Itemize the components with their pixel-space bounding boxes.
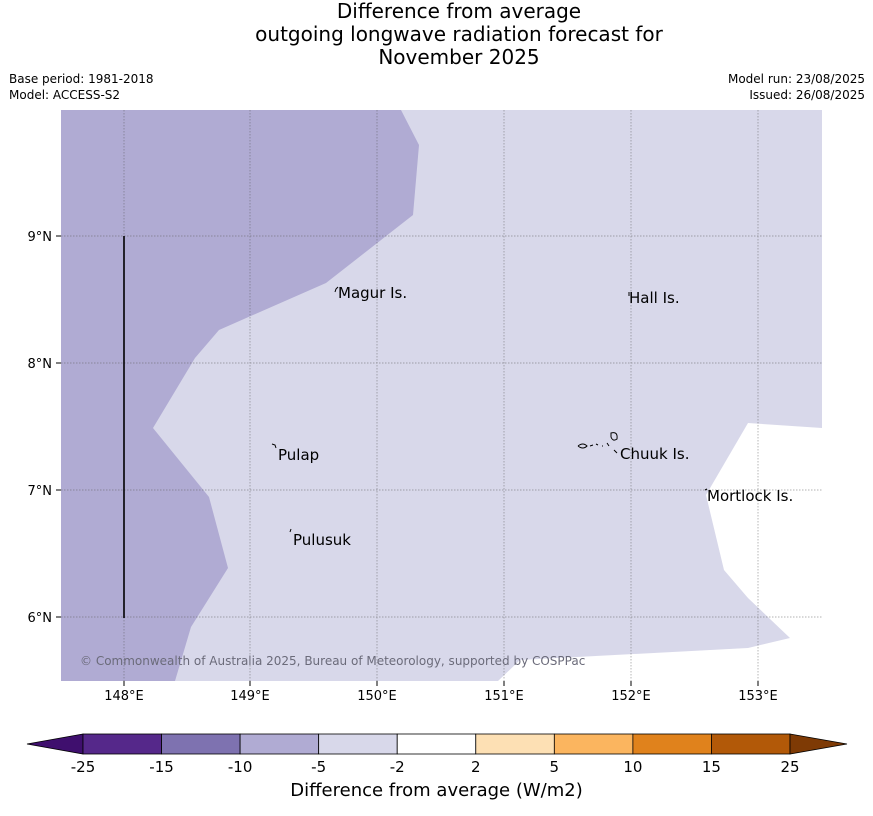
lon-tick-label: 151°E — [484, 689, 524, 704]
colorbar: -25 -15 -10 -5 -2 2 5 10 15 25 — [26, 733, 848, 776]
place-label-mortlock: Mortlock Is. — [707, 487, 793, 505]
lon-tick-label: 149°E — [230, 689, 270, 704]
colorbar-tick-label: 15 — [702, 758, 721, 776]
lat-tick-label: 9°N — [28, 230, 53, 245]
colorbar-extend-low — [26, 733, 84, 755]
region-minus2-to-2 — [498, 423, 822, 681]
issued-text: Issued: 26/08/2025 — [749, 88, 865, 102]
colorbar-label: Difference from average (W/m2) — [290, 780, 583, 801]
colorbar-extend-high — [789, 733, 848, 755]
mortlock-island-shape — [704, 488, 708, 491]
colorbar-tick-label: 10 — [623, 758, 642, 776]
lon-tick-label: 148°E — [104, 689, 144, 704]
model-run-text: Model run: 23/08/2025 — [727, 72, 865, 86]
colorbar-tick-label: -15 — [149, 758, 174, 776]
place-label-magur: Magur Is. — [338, 284, 407, 302]
colorbar-tick-label: 5 — [550, 758, 560, 776]
colorbar-tick-label: 25 — [780, 758, 799, 776]
colorbar-swatch — [318, 733, 398, 755]
colorbar-swatch — [553, 733, 634, 755]
lon-tick-label: 150°E — [357, 689, 397, 704]
lat-tick-label: 6°N — [28, 611, 53, 626]
model-text: Model: ACCESS-S2 — [9, 88, 121, 102]
region-minus10-to-minus5 — [61, 110, 419, 681]
pulusuk-island-shape — [289, 528, 292, 533]
colorbar-swatch — [82, 733, 162, 755]
base-period-text: Base period: 1981-2018 — [9, 72, 154, 86]
title-line-3: November 2025 — [378, 45, 540, 69]
colorbar-tick-label: -10 — [228, 758, 253, 776]
colorbar-swatch — [711, 733, 791, 755]
title-line-1: Difference from average — [336, 0, 582, 23]
meta-right: Model run: 23/08/2025 Issued: 26/08/2025 — [728, 71, 865, 103]
lat-tick-label: 7°N — [28, 484, 53, 499]
colorbar-swatch — [239, 733, 320, 755]
lon-tick-label: 152°E — [611, 689, 651, 704]
magur-island-shape — [334, 286, 339, 293]
colorbar-swatch — [632, 733, 712, 755]
meta-left: Base period: 1981-2018 Model: ACCESS-S2 — [9, 71, 154, 103]
colorbar-tick-label: -2 — [390, 758, 405, 776]
title-line-2: outgoing longwave radiation forecast for — [255, 22, 663, 46]
colorbar-tick-label: -5 — [311, 758, 326, 776]
colorbar-tick-label: -25 — [71, 758, 96, 776]
pulap-island-shape — [271, 443, 277, 449]
lat-tick-label: 8°N — [28, 357, 53, 372]
colorbar-swatch — [161, 733, 241, 755]
colorbar-tick-label: 2 — [471, 758, 481, 776]
chuuk-island-shape — [577, 432, 618, 454]
copyright-text: © Commonwealth of Australia 2025, Bureau… — [80, 654, 585, 668]
place-label-hall: Hall Is. — [629, 289, 680, 307]
colorbar-swatch — [475, 733, 555, 755]
place-label-chuuk: Chuuk Is. — [620, 445, 689, 463]
lon-tick-label: 153°E — [738, 689, 778, 704]
map-title: Difference from average outgoing longwav… — [0, 0, 873, 69]
tick-marks — [56, 235, 759, 686]
place-label-pulusuk: Pulusuk — [293, 531, 351, 549]
island-shapes — [271, 286, 708, 533]
colorbar-swatch — [396, 733, 477, 755]
place-label-pulap: Pulap — [278, 446, 319, 464]
